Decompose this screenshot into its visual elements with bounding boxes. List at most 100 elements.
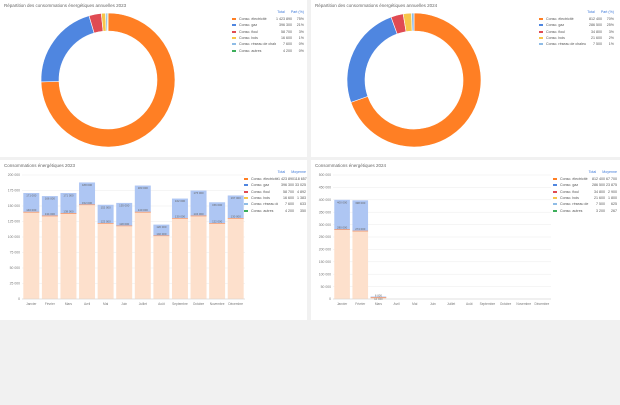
legend-swatch <box>244 197 248 200</box>
legend-item[interactable]: Conso. réseau de chaleur 7 600 0% <box>232 41 304 47</box>
donut-slice[interactable] <box>411 12 415 32</box>
legend-share: 118 657 <box>294 177 307 182</box>
bar-gaz[interactable] <box>79 182 96 205</box>
legend-item[interactable]: Conso. électricité 1 423 890 118 657 <box>244 176 307 182</box>
legend-swatch <box>553 184 557 187</box>
bar-value-label: 280 000 <box>337 226 348 230</box>
legend-label: Conso. gaz <box>239 23 258 28</box>
bar-value-label: 120 000 <box>156 225 167 229</box>
bar-electricite[interactable] <box>209 223 226 299</box>
y-tick-label: 125 000 <box>8 220 20 224</box>
bar-electricite[interactable] <box>79 204 96 299</box>
bar-electricite[interactable] <box>60 213 77 299</box>
legend-swatch <box>553 197 557 200</box>
donut-slice[interactable] <box>40 12 176 148</box>
y-tick-label: 450 000 <box>319 186 331 190</box>
legend-item[interactable]: Conso. réseau de chaleur 7 500 625 <box>553 201 617 207</box>
bar-gaz[interactable] <box>60 192 77 214</box>
bar-electricite[interactable] <box>334 229 350 299</box>
bar-gaz[interactable] <box>334 199 350 230</box>
legend-total: 58 700 <box>281 29 292 34</box>
bar-value-label: 171 000 <box>63 193 74 197</box>
bar-electricite[interactable] <box>171 218 188 299</box>
bar-electricite[interactable] <box>370 297 387 299</box>
legend-item[interactable]: Conso. réseau de chaleur 7 500 1% <box>539 41 614 47</box>
legend-share: 625 <box>611 202 617 207</box>
legend-item[interactable]: Conso. fioul 34 800 2 900 <box>553 189 617 195</box>
legend-item[interactable]: Conso. fioul 58 700 3% <box>232 29 304 35</box>
y-tick-label: 250 000 <box>319 235 331 239</box>
bar-electricite[interactable] <box>352 231 369 299</box>
bar-electricite[interactable] <box>97 223 114 299</box>
bar-electricite[interactable] <box>153 235 170 299</box>
panel-title: Consommations énergétiques 2024 <box>315 163 387 168</box>
bar-gaz[interactable] <box>209 202 226 224</box>
bar-gaz[interactable] <box>41 196 58 216</box>
donut-slice[interactable] <box>106 12 109 32</box>
donut-slice[interactable] <box>346 16 398 103</box>
bar-electricite[interactable] <box>227 218 244 299</box>
donut-slice[interactable] <box>40 15 95 83</box>
legend-label: Conso. électricité <box>560 177 588 182</box>
legend-item[interactable]: Conso. autres 3 200 267 <box>553 207 617 213</box>
legend-swatch <box>539 18 543 21</box>
x-tick-label: Octobre <box>500 302 512 306</box>
legend-column-header: Moyenne <box>291 170 306 174</box>
bar-value-label: 400 000 <box>337 200 348 204</box>
legend-share: 1% <box>608 42 614 47</box>
bar-electricite[interactable] <box>134 212 151 299</box>
legend-item[interactable]: Conso. électricité 812 400 67 700 <box>553 176 617 182</box>
legend-item[interactable]: Conso. fioul 34 800 3% <box>539 29 614 35</box>
legend-total: 16 600 <box>281 36 292 41</box>
bar-gaz[interactable] <box>227 195 244 219</box>
legend-item[interactable]: Conso. fioul 58 700 4 892 <box>244 189 306 195</box>
legend-item[interactable]: Conso. électricité 812 400 70% <box>539 16 614 22</box>
legend-swatch <box>539 24 543 27</box>
bar-gaz[interactable] <box>153 224 170 236</box>
bar-value-label: 6 000 <box>375 294 382 298</box>
bar-gaz[interactable] <box>23 192 40 213</box>
bar-electricite[interactable] <box>116 225 133 299</box>
legend-column-header: Total <box>588 170 597 174</box>
legend-item[interactable]: Conso. gaz 286 500 23 875 <box>553 182 617 188</box>
legend-total: 58 700 <box>283 189 294 194</box>
bar-electricite[interactable] <box>41 215 58 299</box>
legend-item[interactable]: Conso. bois 16 600 1 383 <box>244 195 306 201</box>
bar-electricite[interactable] <box>190 215 207 299</box>
bar-gaz[interactable] <box>370 296 387 298</box>
donut-chart <box>346 12 482 148</box>
legend-share: 0% <box>298 42 304 47</box>
legend-share: 3% <box>298 29 304 34</box>
legend-item[interactable]: Conso. bois 16 600 1% <box>232 35 304 41</box>
legend-total: 286 500 <box>589 23 602 28</box>
bar-electricite[interactable] <box>23 212 40 299</box>
legend-item[interactable]: Conso. gaz 396 300 21% <box>232 22 304 28</box>
legend-item[interactable]: Conso. bois 21 600 1 800 <box>553 195 617 201</box>
bar-gaz[interactable] <box>134 185 151 213</box>
donut-slice[interactable] <box>350 12 482 148</box>
donut-chart <box>40 12 176 148</box>
legend-item[interactable]: Conso. autres 4 200 0% <box>232 47 304 53</box>
legend-total: 1 423 890 <box>278 177 294 182</box>
legend-label: Conso. fioul <box>251 189 270 194</box>
bar-gaz[interactable] <box>171 198 188 219</box>
bar-gaz[interactable] <box>97 204 114 224</box>
bar-value-label: 138 000 <box>63 209 74 213</box>
legend-item[interactable]: Conso. électricité 1 423 890 75% <box>232 16 304 22</box>
panel-donut-2024: Répartition des consommations énergétiqu… <box>311 0 620 157</box>
legend-swatch <box>232 18 236 21</box>
legend-item[interactable]: Conso. bois 21 600 2% <box>539 35 614 41</box>
bar-gaz[interactable] <box>352 200 369 232</box>
bar-value-label: 152 000 <box>82 201 93 205</box>
legend-total: 1 423 890 <box>276 17 292 22</box>
bar-gaz[interactable] <box>116 202 133 226</box>
legend-item[interactable]: Conso. autres 4 200 350 <box>244 207 306 213</box>
legend-label: Conso. autres <box>251 208 274 213</box>
legend-total: 7 600 <box>285 202 294 207</box>
legend-item[interactable]: Conso. réseau de chaleur 7 600 633 <box>244 201 306 207</box>
legend-item[interactable]: Conso. gaz 286 500 25% <box>539 22 614 28</box>
bar-gaz[interactable] <box>190 190 207 216</box>
legend-item[interactable]: Conso. gaz 396 300 33 025 <box>244 182 306 188</box>
panel-title: Consommations énergétiques 2023 <box>4 163 76 168</box>
legend-column-header: Part (%) <box>290 10 304 14</box>
